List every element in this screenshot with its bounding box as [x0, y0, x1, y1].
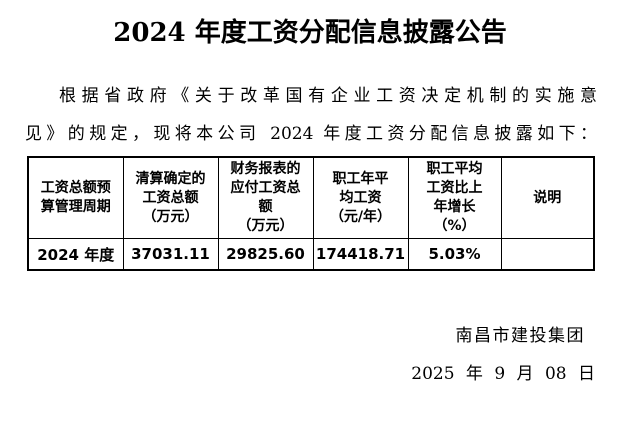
body-paragraph-line2: 见》的规定，现将本公司 2024 年度工资分配信息披露如下： — [25, 124, 597, 144]
cell-financial-payable-wage: 29825.60 — [217, 238, 314, 271]
col-header-budget-period: 工资总额预 算管理周期 — [27, 156, 124, 239]
signature-date: 2025 年 9 月 08 日 — [411, 364, 595, 384]
signature-organization: 南昌市建投集团 — [455, 326, 585, 346]
table-data-row: 2024 年度 37031.11 29825.60 174418.71 5.03… — [27, 238, 595, 271]
cell-note — [500, 238, 595, 271]
col-header-financial-payable-wage: 财务报表的 应付工资总 额 （万元） — [217, 156, 314, 239]
body-paragraph-line1: 根据省政府《关于改革国有企业工资决定机制的实施意 — [59, 86, 597, 106]
wage-disclosure-table: 工资总额预 算管理周期 清算确定的 工资总额 （万元） 财务报表的 应付工资总 … — [27, 156, 595, 271]
table-header-row: 工资总额预 算管理周期 清算确定的 工资总额 （万元） 财务报表的 应付工资总 … — [27, 156, 595, 239]
col-header-settled-total-wage: 清算确定的 工资总额 （万元） — [122, 156, 219, 239]
cell-settled-total-wage: 37031.11 — [122, 238, 219, 271]
col-header-note: 说明 — [500, 156, 595, 239]
document-title: 2024 年度工资分配信息披露公告 — [113, 18, 507, 48]
cell-budget-period: 2024 年度 — [27, 238, 124, 271]
cell-avg-wage-growth: 5.03% — [407, 238, 502, 271]
cell-avg-annual-wage: 174418.71 — [312, 238, 409, 271]
col-header-avg-annual-wage: 职工年平 均工资 （元/年） — [312, 156, 409, 239]
col-header-avg-wage-growth: 职工平均 工资比上 年增长 （%） — [407, 156, 502, 239]
